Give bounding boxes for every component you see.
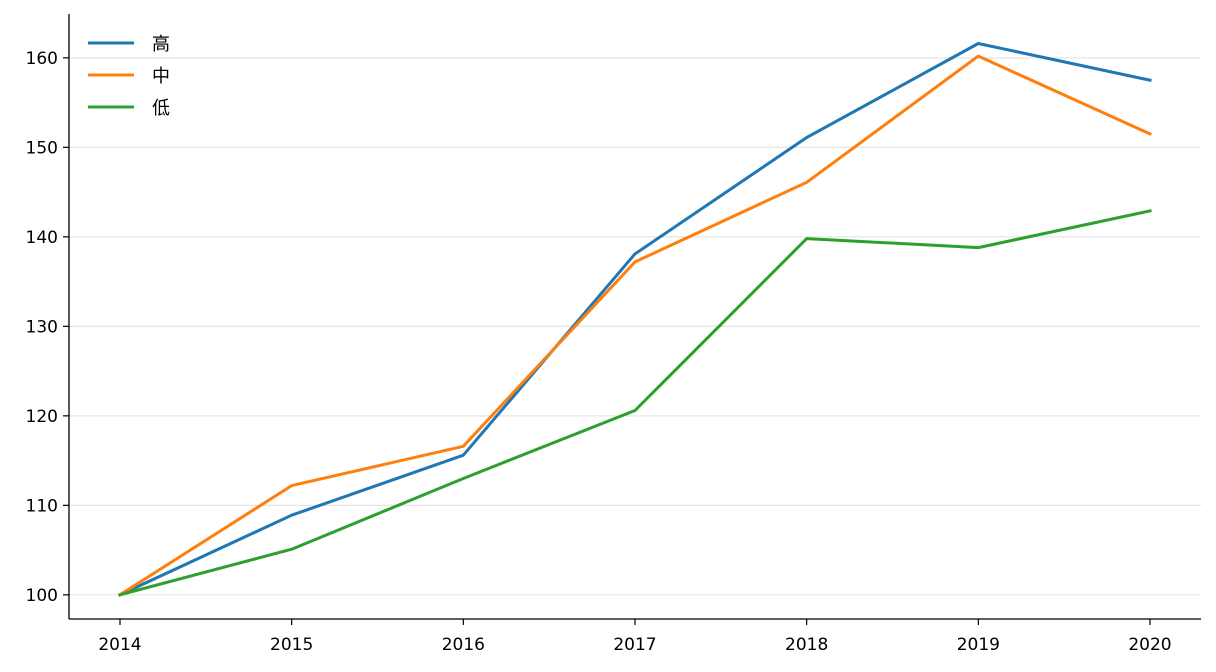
x-tick-label: 2018 (785, 635, 828, 655)
x-tick-label: 2020 (1128, 635, 1171, 655)
legend-label: 高 (152, 34, 170, 55)
y-tick-label: 100 (26, 586, 58, 606)
y-tick-label: 160 (26, 49, 58, 69)
series-line (118, 209, 1152, 597)
legend-label: 低 (152, 98, 170, 119)
y-tick-label: 140 (26, 228, 58, 248)
series-line (118, 42, 1152, 597)
legend: 高中低 (88, 34, 170, 119)
y-tick-label: 120 (26, 407, 58, 427)
legend-label: 中 (152, 66, 170, 87)
x-tick-label: 2019 (957, 635, 1000, 655)
y-tick-label: 130 (26, 317, 58, 337)
y-tick-label: 150 (26, 138, 58, 158)
series-lines (117, 42, 1152, 597)
y-tick-label: 110 (26, 496, 58, 516)
gridlines (69, 57, 1201, 596)
series-line (117, 54, 1152, 597)
axes: 100 110 120 130 140 150 160 2014 2015 2016 2017 201… (26, 14, 1201, 655)
x-tick-label: 2014 (98, 635, 141, 655)
x-tick-label: 2016 (442, 635, 485, 655)
x-tick-label: 2017 (613, 635, 656, 655)
x-tick-label: 2015 (270, 635, 313, 655)
